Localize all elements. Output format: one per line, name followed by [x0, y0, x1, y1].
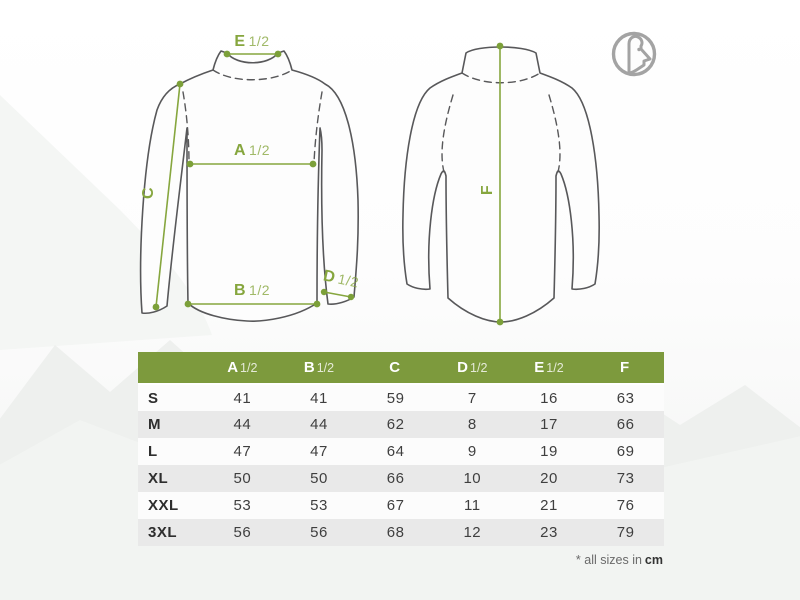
size-label: S	[148, 389, 159, 407]
units-footnote: * all sizes in cm	[400, 553, 663, 567]
column-header-b: B 1/2	[280, 352, 358, 385]
size-value-cell: 17	[540, 416, 558, 433]
front-seam-dashes	[182, 69, 323, 164]
size-value-cell: 56	[233, 524, 252, 541]
column-header-e: E 1/2	[510, 352, 588, 385]
size-value-cell: 12	[463, 524, 482, 541]
size-label: 3XL	[148, 524, 178, 541]
measure-letter: C	[140, 186, 157, 200]
size-value-cell: 62	[386, 416, 405, 433]
column-header-d: D 1/2	[433, 352, 511, 385]
measure-fraction: 1/2	[249, 142, 271, 158]
garment-diagram	[139, 42, 600, 326]
size-value-cell: 11	[464, 497, 481, 514]
size-label: L	[148, 443, 158, 460]
size-table-header: A 1/2 B 1/2 C D 1/2 E 1/2 F	[138, 352, 664, 385]
measure-fraction: 1/2	[249, 282, 271, 298]
column-header-c: C	[357, 352, 434, 385]
measure-label-f: F	[479, 175, 497, 205]
size-label: M	[148, 416, 161, 433]
measure-fraction: 1/2	[336, 270, 361, 291]
table-row: S 41 41 59 7 16 63	[138, 384, 664, 411]
size-value-cell: 21	[540, 497, 558, 514]
measure-line-c	[155, 83, 181, 308]
front-view-drawing	[139, 50, 359, 322]
size-value-cell: 79	[616, 524, 635, 541]
size-value-cell: 41	[310, 389, 328, 407]
size-value-cell: 16	[540, 389, 558, 407]
size-value-cell: 67	[386, 497, 405, 514]
header-row: A 1/2 B 1/2 C D 1/2 E 1/2 F	[138, 352, 664, 385]
size-value-cell: 69	[616, 443, 635, 460]
size-value-cell: 7	[467, 389, 477, 407]
measure-line-d	[323, 291, 352, 298]
footnote-unit: cm	[644, 553, 663, 567]
size-value-cell: 47	[310, 443, 328, 460]
size-value-cell: 64	[386, 443, 405, 460]
size-label: XXL	[148, 497, 179, 514]
size-value-cell: 44	[310, 416, 328, 433]
size-value-cell: 59	[386, 389, 405, 407]
measure-letter: A	[233, 142, 247, 159]
back-seam-dashes	[441, 72, 561, 173]
measure-label-c: C	[140, 178, 158, 208]
size-value-cell: 53	[233, 497, 252, 514]
size-value-cell: 73	[616, 470, 635, 487]
size-value-cell: 66	[386, 470, 405, 487]
measurement-endpoints	[152, 42, 504, 326]
size-table-body: S 41 41 59 7 16 63 M 44 44 62 8 17 66 L 47 47 64 9 19 69 XL 50…	[138, 384, 664, 546]
size-value-cell: 23	[540, 524, 558, 541]
measure-label-e: E 1/2	[212, 32, 292, 51]
size-value-cell: 53	[310, 497, 328, 514]
column-header-f: F	[587, 352, 664, 385]
size-value-cell: 20	[540, 470, 558, 487]
measure-fraction: 1/2	[248, 33, 270, 49]
back-view-drawing	[402, 46, 600, 323]
size-value-cell: 41	[233, 389, 252, 407]
table-row: XXL 53 53 67 11 21 76	[138, 492, 664, 519]
size-label: XL	[148, 470, 169, 487]
size-value-cell: 76	[616, 497, 635, 514]
measure-letter: F	[479, 184, 496, 196]
size-value-cell: 68	[386, 524, 405, 541]
size-value-cell: 9	[467, 443, 477, 460]
table-row: XL 50 50 66 10 20 73	[138, 465, 664, 492]
column-header-a: A 1/2	[204, 352, 281, 385]
measure-label-b: B 1/2	[212, 281, 292, 300]
footnote-text: * all sizes in	[575, 553, 642, 567]
size-value-cell: 56	[310, 524, 328, 541]
size-value-cell: 44	[233, 416, 252, 433]
table-row: L 47 47 64 9 19 69	[138, 438, 664, 465]
measure-letter: B	[233, 282, 247, 299]
size-value-cell: 47	[233, 443, 252, 460]
table-row: 3XL 56 56 68 12 23 79	[138, 519, 664, 546]
size-value-cell: 66	[616, 416, 635, 433]
size-value-cell: 8	[467, 416, 477, 433]
size-column-header	[138, 352, 204, 385]
measure-label-a: A 1/2	[212, 141, 292, 160]
size-table: A 1/2 B 1/2 C D 1/2 E 1/2 F S 41 41 59 7 16 63 M 44 4…	[138, 352, 664, 546]
measure-letter: E	[234, 33, 246, 50]
table-row: M 44 44 62 8 17 66	[138, 411, 664, 438]
ibex-logo-icon	[611, 31, 657, 77]
size-value-cell: 19	[540, 443, 558, 460]
measure-letter: D	[321, 267, 337, 287]
size-value-cell: 50	[310, 470, 328, 487]
size-value-cell: 50	[233, 470, 252, 487]
size-value-cell: 63	[616, 389, 635, 407]
measurement-lines	[155, 46, 501, 322]
size-value-cell: 10	[463, 470, 482, 487]
